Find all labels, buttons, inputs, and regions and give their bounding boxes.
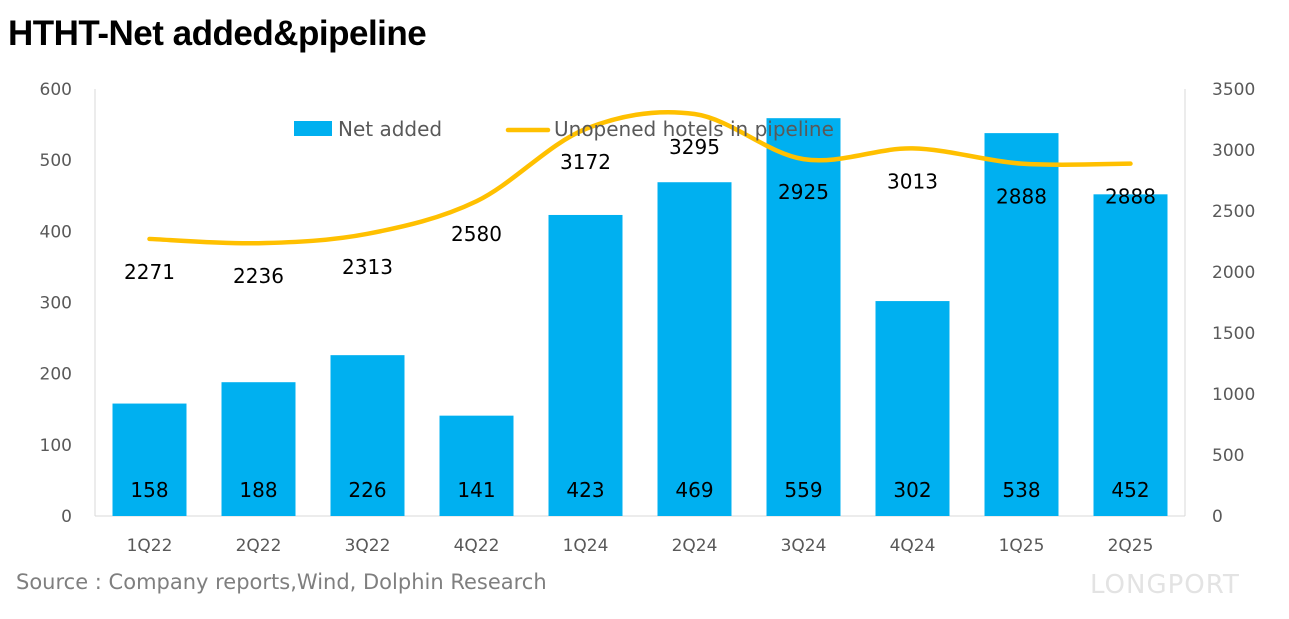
bar bbox=[875, 301, 950, 516]
bar-data-label: 452 bbox=[1111, 478, 1149, 502]
bar-data-label: 141 bbox=[457, 478, 495, 502]
bar bbox=[112, 403, 187, 516]
line-data-label: 2313 bbox=[342, 255, 393, 279]
left-tick-label: 600 bbox=[40, 80, 72, 100]
chart-title: HTHT-Net added&pipeline bbox=[8, 14, 427, 53]
x-tick-label: 2Q25 bbox=[1108, 536, 1154, 556]
bar-data-label: 423 bbox=[566, 478, 604, 502]
line-data-label: 2580 bbox=[451, 222, 502, 246]
x-tick-label: 2Q22 bbox=[236, 536, 282, 556]
pipeline-line bbox=[147, 109, 1133, 246]
x-tick-label: 3Q22 bbox=[345, 536, 391, 556]
x-tick-label: 4Q22 bbox=[454, 536, 500, 556]
line-data-label: 3295 bbox=[669, 135, 720, 159]
left-tick-label: 100 bbox=[40, 436, 72, 456]
right-tick-label: 1000 bbox=[1212, 385, 1255, 405]
left-tick-label: 200 bbox=[40, 365, 72, 385]
bar-data-label: 188 bbox=[239, 478, 277, 502]
bar-data-label: 559 bbox=[784, 478, 822, 502]
right-tick-label: 3000 bbox=[1212, 141, 1255, 161]
bar-data-label: 158 bbox=[130, 478, 168, 502]
legend-label-net-added: Net added bbox=[338, 117, 442, 141]
right-tick-label: 2500 bbox=[1212, 202, 1255, 222]
left-tick-label: 400 bbox=[40, 222, 72, 242]
bar bbox=[330, 355, 405, 516]
longport-logo: LONGPORT bbox=[1090, 570, 1240, 600]
x-tick-label: 4Q24 bbox=[890, 536, 936, 556]
bar-data-label: 538 bbox=[1002, 478, 1040, 502]
bar bbox=[221, 382, 296, 516]
bar bbox=[984, 133, 1059, 516]
right-tick-label: 500 bbox=[1212, 446, 1244, 466]
line-data-label: 2888 bbox=[996, 185, 1047, 209]
bar bbox=[439, 415, 514, 516]
bar-data-label: 226 bbox=[348, 478, 386, 502]
right-tick-label: 2000 bbox=[1212, 263, 1255, 283]
x-tick-label: 1Q22 bbox=[127, 536, 173, 556]
line-data-label: 2236 bbox=[233, 264, 284, 288]
source-note: Source : Company reports,Wind, Dolphin R… bbox=[16, 570, 547, 594]
bar-data-label: 302 bbox=[893, 478, 931, 502]
right-tick-label: 3500 bbox=[1212, 80, 1255, 100]
line-data-label: 2888 bbox=[1105, 185, 1156, 209]
legend-label-pipeline: Unopened hotels in pipeline bbox=[554, 117, 834, 141]
left-tick-label: 500 bbox=[40, 151, 72, 171]
right-tick-label: 1500 bbox=[1212, 324, 1255, 344]
bar bbox=[766, 118, 841, 516]
bar bbox=[657, 182, 732, 516]
legend-swatch-net-added bbox=[294, 121, 332, 136]
bar bbox=[1093, 194, 1168, 516]
line-data-label: 3172 bbox=[560, 150, 611, 174]
x-tick-label: 1Q25 bbox=[999, 536, 1045, 556]
line-data-label: 3013 bbox=[887, 169, 938, 193]
x-tick-label: 1Q24 bbox=[563, 536, 609, 556]
x-tick-label: 2Q24 bbox=[672, 536, 718, 556]
left-tick-label: 0 bbox=[61, 507, 72, 527]
bar bbox=[548, 214, 623, 516]
line-data-label: 2271 bbox=[124, 260, 175, 284]
bar-data-label: 469 bbox=[675, 478, 713, 502]
line-data-label: 2925 bbox=[778, 180, 829, 204]
left-tick-label: 300 bbox=[40, 294, 72, 314]
x-tick-label: 3Q24 bbox=[781, 536, 827, 556]
right-tick-label: 0 bbox=[1212, 507, 1223, 527]
